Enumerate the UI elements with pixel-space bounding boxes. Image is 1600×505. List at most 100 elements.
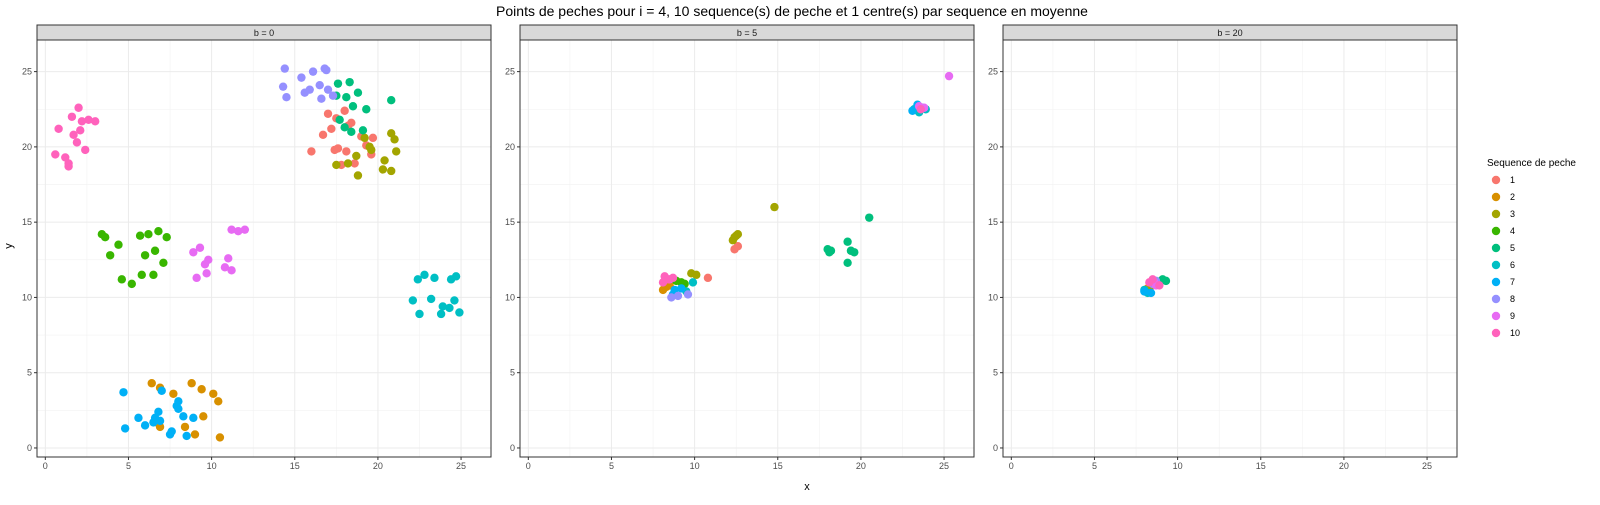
data-point <box>1146 288 1156 298</box>
data-point <box>149 418 158 427</box>
data-point <box>1155 281 1164 290</box>
data-point <box>450 296 459 305</box>
data-point <box>420 270 429 280</box>
facet-strip-label: b = 20 <box>1217 28 1242 38</box>
data-point <box>197 385 206 394</box>
legend-label: 8 <box>1510 294 1515 304</box>
data-point <box>100 233 110 242</box>
facet-strip-label: b = 0 <box>254 28 274 38</box>
data-point <box>64 162 73 171</box>
data-point <box>127 279 136 289</box>
data-point <box>358 126 368 135</box>
data-point <box>353 171 363 180</box>
y-tick-label: 10 <box>988 292 998 302</box>
data-point <box>843 237 852 246</box>
data-point <box>315 80 324 90</box>
legend-key <box>1491 260 1501 270</box>
data-point <box>76 126 85 135</box>
data-point <box>77 117 87 126</box>
data-point <box>84 115 93 124</box>
facet-panel: b = 0 0 5 10 15 20 25 0 5 10 15 20 25 <box>22 24 492 471</box>
data-point <box>72 138 82 147</box>
data-point <box>330 145 339 155</box>
data-point <box>658 278 668 287</box>
data-point <box>323 109 333 118</box>
data-point <box>944 71 954 81</box>
y-tick-label: 20 <box>988 142 998 152</box>
data-point <box>189 413 198 423</box>
data-point <box>426 294 436 304</box>
data-point <box>843 258 852 268</box>
data-point <box>234 226 243 236</box>
y-tick-label: 20 <box>22 142 32 152</box>
legend-label: 2 <box>1510 192 1515 202</box>
data-point <box>1148 275 1157 284</box>
panel-border <box>36 39 492 458</box>
legend-label: 4 <box>1510 226 1515 236</box>
x-tick-label: 15 <box>773 461 783 471</box>
data-point <box>343 159 353 168</box>
data-point <box>119 388 128 397</box>
x-tick-label: 10 <box>690 461 700 471</box>
legend-label: 6 <box>1510 260 1515 270</box>
data-point <box>182 431 191 441</box>
data-point <box>348 102 358 111</box>
legend-label: 1 <box>1510 175 1515 185</box>
legend-label: 10 <box>1510 328 1520 338</box>
data-point <box>140 251 150 260</box>
data-point <box>865 213 874 222</box>
legend-key <box>1491 294 1501 304</box>
data-point <box>445 303 454 313</box>
x-tick-label: 10 <box>207 461 217 471</box>
data-point <box>825 248 834 257</box>
data-point <box>199 412 208 421</box>
data-point <box>162 233 171 242</box>
data-point <box>668 273 678 283</box>
data-point <box>280 64 289 73</box>
data-point <box>190 430 200 439</box>
legend-items: 1 2 3 4 5 6 7 8 9 10 <box>1491 175 1520 338</box>
y-tick-label: 25 <box>22 67 32 77</box>
x-axis-label: x <box>804 481 810 493</box>
data-point <box>169 389 178 398</box>
data-point <box>317 94 326 103</box>
legend: Sequence de peche 1 2 3 4 5 6 7 8 9 10 <box>1487 158 1576 338</box>
legend-label: 9 <box>1510 311 1515 321</box>
data-point <box>667 293 676 302</box>
y-tick-label: 0 <box>993 443 998 453</box>
data-point <box>408 296 418 305</box>
y-tick-label: 5 <box>27 368 32 378</box>
data-point <box>134 413 143 423</box>
data-point <box>165 430 175 439</box>
data-point <box>214 397 223 406</box>
data-point <box>1140 287 1149 296</box>
data-point <box>187 379 196 388</box>
legend-key <box>1491 311 1501 321</box>
data-point <box>342 93 351 102</box>
y-tick-label: 15 <box>505 217 515 227</box>
data-point <box>451 272 461 281</box>
x-tick-label: 5 <box>609 461 614 471</box>
data-point <box>390 135 399 144</box>
data-point <box>730 233 739 242</box>
y-tick-label: 25 <box>505 67 515 77</box>
data-point <box>360 133 369 143</box>
data-point <box>227 225 236 234</box>
data-point <box>67 112 77 121</box>
data-point <box>227 266 236 275</box>
x-tick-label: 25 <box>456 461 466 471</box>
data-point <box>91 117 100 126</box>
data-point <box>74 103 83 112</box>
data-point <box>155 422 165 432</box>
data-point <box>340 123 349 132</box>
data-point <box>673 291 683 301</box>
data-point <box>278 82 288 91</box>
x-tick-label: 15 <box>290 461 300 471</box>
facet-strip-label: b = 5 <box>737 28 757 38</box>
legend-key <box>1491 192 1501 202</box>
data-point <box>392 147 401 156</box>
data-point <box>683 290 693 299</box>
x-tick-label: 0 <box>43 461 48 471</box>
legend-key <box>1491 328 1501 338</box>
